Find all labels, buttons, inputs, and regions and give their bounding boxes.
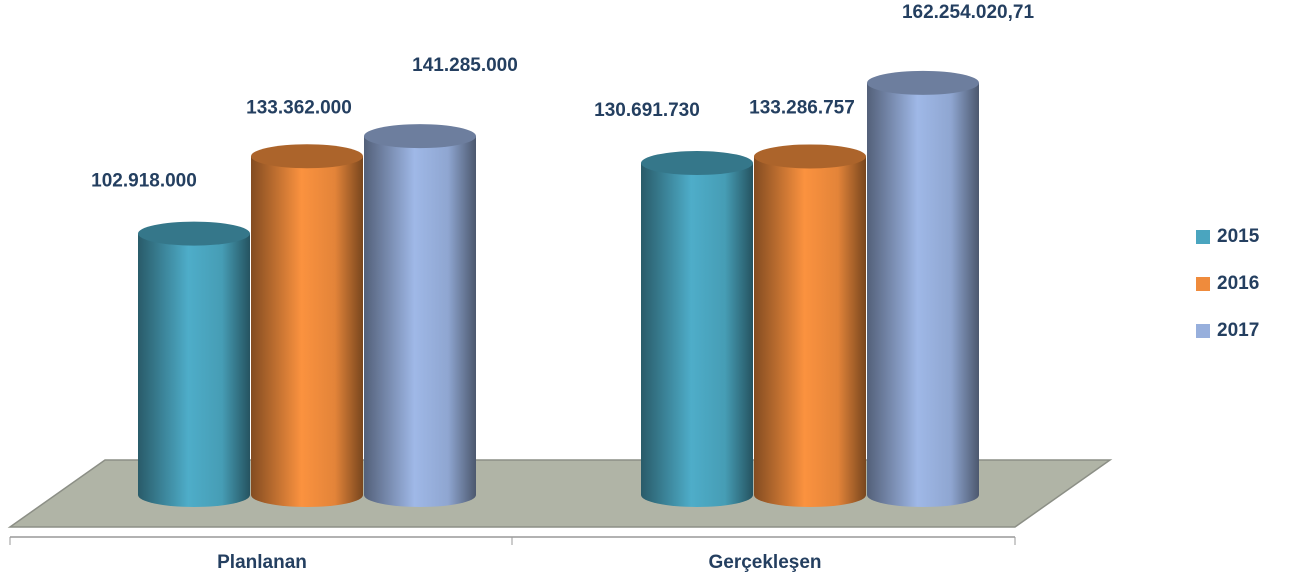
x-tick-label: Gerçekleşen bbox=[708, 552, 821, 573]
cylinder-top bbox=[364, 124, 476, 149]
legend-swatch bbox=[1196, 230, 1210, 244]
cylinder-top bbox=[251, 144, 363, 169]
cylinder-body bbox=[754, 156, 866, 495]
value-label: 141.285.000 bbox=[412, 55, 518, 76]
cylinder bbox=[251, 144, 363, 507]
cylinder bbox=[867, 70, 979, 507]
cylinder-top bbox=[867, 70, 979, 95]
x-tick-label: Planlanan bbox=[217, 552, 307, 573]
value-label: 133.362.000 bbox=[246, 97, 352, 118]
legend-swatch bbox=[1196, 324, 1210, 338]
cylinder-top bbox=[641, 151, 753, 176]
legend-label: 2016 bbox=[1217, 273, 1259, 294]
cylinder bbox=[138, 221, 250, 507]
cylinder-body bbox=[138, 233, 250, 495]
value-label: 130.691.730 bbox=[594, 100, 700, 121]
cylinder-body bbox=[867, 82, 979, 495]
legend-label: 2015 bbox=[1217, 226, 1260, 247]
cylinder-top bbox=[754, 144, 866, 169]
cylinder-body bbox=[364, 136, 476, 495]
cylinder bbox=[641, 151, 753, 507]
legend-swatch bbox=[1196, 277, 1210, 291]
legend-label: 2017 bbox=[1217, 320, 1259, 341]
cylinder-body bbox=[251, 156, 363, 496]
cylinder bbox=[364, 124, 476, 507]
cylinder bbox=[754, 144, 866, 507]
cylinder-body bbox=[641, 163, 753, 495]
cylinder-top bbox=[138, 221, 250, 246]
value-label: 102.918.000 bbox=[91, 171, 197, 192]
value-label: 133.286.757 bbox=[749, 97, 855, 118]
value-label: 162.254.020,71 bbox=[902, 2, 1035, 23]
